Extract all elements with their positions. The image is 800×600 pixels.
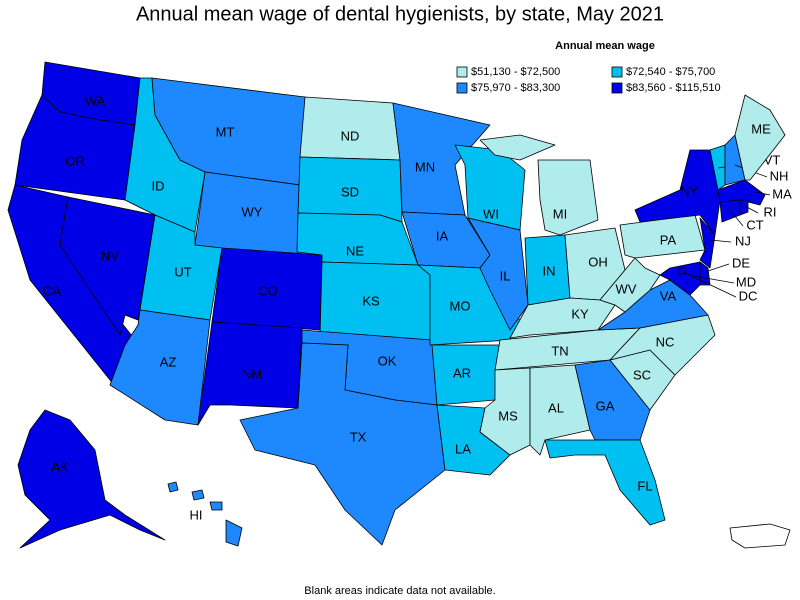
state-region	[197, 321, 303, 426]
puerto-rico	[729, 523, 791, 549]
state-label: MN	[415, 159, 435, 174]
state-label: IA	[436, 228, 449, 243]
state-region	[467, 217, 529, 331]
state-label: AZ	[160, 354, 177, 369]
state-label: TX	[350, 429, 367, 444]
state-region	[599, 257, 661, 313]
state-label: MS	[498, 408, 518, 423]
state-region	[678, 267, 686, 275]
state-label: NV	[101, 248, 119, 263]
state-label: AR	[453, 365, 471, 380]
legend-label: $83,560 - $115,510	[626, 82, 721, 94]
state-label: IN	[543, 263, 556, 278]
state-label: CT	[746, 217, 763, 232]
state-label: DC	[739, 288, 758, 303]
state-region	[659, 261, 701, 296]
state-label: KS	[362, 293, 380, 308]
state-label: SD	[341, 184, 359, 199]
state-label: FL	[637, 478, 652, 493]
legend-swatch	[611, 82, 623, 94]
state-label: WI	[483, 206, 499, 221]
state-label: WV	[616, 281, 637, 296]
legend-label: $51,130 - $72,500	[471, 66, 560, 78]
state-label: RI	[764, 204, 777, 219]
state-label: WA	[85, 93, 106, 108]
state-label: PA	[660, 232, 677, 247]
state-label: OR	[65, 153, 85, 168]
state-label: KY	[571, 306, 589, 321]
callout-line	[744, 205, 759, 214]
footnote: Blank areas indicate data not available.	[304, 585, 495, 597]
legend-title: Annual mean wage	[555, 40, 655, 52]
state-label: OK	[378, 353, 397, 368]
callout-line	[755, 191, 771, 196]
state-region	[239, 342, 446, 546]
state-region	[109, 309, 211, 426]
state-label: MO	[450, 298, 471, 313]
state-label: NE	[346, 243, 364, 258]
callout-line	[709, 239, 732, 243]
state-label: IL	[500, 268, 511, 283]
state-label: CA	[43, 283, 61, 298]
legend-swatch	[611, 66, 623, 78]
state-label: CO	[258, 283, 278, 298]
callout-line	[704, 263, 730, 273]
state-label: MD	[736, 274, 756, 289]
state-label: AK	[51, 459, 69, 474]
state-label: NY	[680, 183, 698, 198]
callout-line	[682, 271, 737, 298]
state-region	[167, 481, 243, 547]
callout-line	[729, 209, 744, 227]
state-label: MI	[553, 206, 567, 221]
state-label: HI	[190, 507, 203, 522]
state-label: TN	[551, 343, 568, 358]
state-label: VA	[660, 288, 677, 303]
state-label: UT	[174, 264, 191, 279]
state-label: GA	[596, 398, 615, 413]
state-label: ND	[341, 128, 360, 143]
state-label: MT	[216, 124, 235, 139]
legend-label: $72,540 - $75,700	[626, 66, 715, 78]
state-label: ID	[152, 178, 165, 193]
state-label: ME	[751, 121, 771, 136]
legend-swatch	[456, 66, 468, 78]
state-label: NC	[656, 334, 675, 349]
state-region	[699, 217, 716, 269]
state-label: WY	[242, 204, 263, 219]
state-label: NM	[242, 366, 262, 381]
map-title: Annual mean wage of dental hygienists, b…	[136, 3, 664, 25]
state-label: OH	[588, 254, 608, 269]
state-label: AL	[548, 400, 564, 415]
state-label: NH	[770, 168, 789, 183]
legend-swatch	[456, 82, 468, 94]
state-label: MA	[772, 186, 792, 201]
state-region	[739, 199, 749, 216]
state-label: DE	[732, 255, 750, 270]
callout-line	[693, 275, 735, 284]
state-region	[544, 439, 666, 526]
state-label: NJ	[735, 233, 751, 248]
legend-label: $75,970 - $83,300	[471, 82, 560, 94]
state-label: LA	[455, 441, 471, 456]
state-label: SC	[633, 367, 651, 382]
state-region	[17, 409, 166, 549]
